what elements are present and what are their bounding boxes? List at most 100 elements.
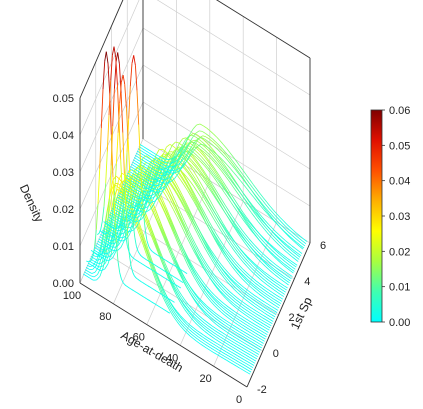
- density-curve-segment: [238, 333, 242, 337]
- density-curve-segment: [203, 345, 207, 349]
- density-curve-segment: [232, 346, 237, 350]
- density-curve-segment: [120, 222, 125, 233]
- density-curve-segment: [135, 152, 140, 156]
- density-curve-segment: [197, 227, 202, 234]
- density-curve-segment: [187, 257, 192, 265]
- density-curve-segment: [192, 157, 197, 163]
- density-curve-segment: [270, 217, 275, 222]
- density-curve-segment: [202, 326, 207, 330]
- density-curve-segment: [276, 258, 281, 263]
- density-curve-segment: [230, 201, 235, 208]
- density-curve-segment: [146, 187, 151, 191]
- density-curve-segment: [216, 301, 220, 306]
- density-curve-segment: [221, 170, 226, 176]
- density-curve-segment: [247, 330, 252, 334]
- density-curve-segment: [174, 207, 179, 215]
- density-curve-segment: [158, 158, 163, 162]
- density-curve-segment: [102, 238, 107, 242]
- density-curve-segment: [102, 257, 107, 261]
- density-curve-segment: [211, 325, 216, 329]
- density-curve-segment: [265, 255, 270, 260]
- density-curve-segment: [238, 301, 243, 305]
- density-curve-segment: [149, 185, 154, 194]
- density-curve-segment: [264, 310, 269, 314]
- density-curve-segment: [194, 138, 199, 143]
- density-curve-segment: [249, 296, 253, 300]
- density-curve-segment: [234, 188, 239, 195]
- density-curve-segment: [232, 304, 237, 309]
- density-curve-segment: [211, 169, 216, 175]
- density-curve-segment: [105, 240, 110, 244]
- density-curve-segment: [226, 215, 231, 221]
- density-curve-segment: [197, 233, 202, 241]
- peak-curve-segment: [139, 254, 142, 257]
- density-curve-segment: [200, 332, 205, 336]
- density-curve-segment: [234, 351, 239, 354]
- density-curve-segment: [170, 226, 175, 236]
- density-curve-segment: [198, 138, 203, 143]
- density-curve-segment: [265, 308, 270, 311]
- density-curve-segment: [270, 229, 275, 234]
- density-curve-segment: [181, 295, 186, 301]
- density-curve-segment: [255, 268, 260, 273]
- density-curve-segment: [117, 194, 122, 198]
- density-curve-segment: [123, 209, 128, 213]
- density-curve-segment: [157, 198, 162, 205]
- density-curve-segment: [266, 241, 271, 245]
- density-curve-segment: [225, 353, 229, 357]
- density-curve-segment: [222, 349, 227, 353]
- density-curve-segment: [261, 216, 266, 221]
- density-curve-segment: [241, 355, 246, 358]
- density-curve-segment: [144, 172, 149, 175]
- density-curve-segment: [168, 175, 173, 179]
- density-curve-segment: [274, 240, 279, 245]
- density-curve-segment: [189, 181, 194, 187]
- density-curve-segment: [274, 287, 279, 291]
- density-curve-segment: [221, 200, 226, 207]
- density-curve-segment: [183, 144, 188, 150]
- density-curve-segment: [242, 301, 247, 306]
- density-curve-segment: [147, 202, 152, 207]
- density-curve-segment: [170, 166, 175, 171]
- density-curve-segment: [199, 151, 204, 156]
- density-curve-segment: [270, 316, 275, 320]
- density-curve-segment: [162, 146, 167, 155]
- density-curve-segment: [261, 225, 266, 231]
- density-curve-segment: [280, 252, 285, 257]
- density-curve-segment: [213, 256, 218, 263]
- density-curve-segment: [219, 229, 225, 236]
- density-curve-segment: [230, 298, 235, 302]
- density-curve-segment: [162, 229, 167, 239]
- density-curve-segment: [221, 183, 226, 190]
- density-curve-segment: [262, 325, 267, 329]
- density-curve-segment: [202, 187, 207, 194]
- density-curve-segment: [200, 189, 205, 196]
- peak-curve-segment: [122, 282, 126, 285]
- density-curve-segment: [283, 220, 288, 225]
- density-curve-segment: [183, 204, 188, 211]
- density-curve-segment: [191, 162, 196, 167]
- density-curve-segment: [190, 159, 195, 164]
- density-curve-segment: [193, 271, 198, 277]
- density-curve-segment: [262, 305, 267, 309]
- density-curve-segment: [263, 323, 268, 327]
- density-curve-segment: [231, 357, 236, 361]
- density-curve-segment: [201, 317, 206, 322]
- density-curve-segment: [147, 174, 152, 177]
- density-curve-segment: [172, 306, 177, 313]
- density-curve-segment: [122, 239, 126, 242]
- density-curve-segment: [268, 208, 273, 213]
- density-curve-segment: [136, 200, 140, 202]
- density-curve-segment: [233, 364, 238, 367]
- density-curve-segment: [251, 251, 256, 257]
- density-curve-segment: [254, 248, 259, 253]
- density-curve-segment: [112, 235, 116, 239]
- density-curve-segment: [212, 232, 217, 240]
- density-curve-segment: [271, 237, 276, 242]
- density-curve-segment: [177, 291, 182, 298]
- density-curve-segment: [158, 184, 163, 192]
- density-curve-segment: [98, 256, 103, 268]
- density-curve-segment: [209, 161, 214, 167]
- density-curve-segment: [278, 287, 283, 291]
- density-curve-segment: [279, 217, 284, 222]
